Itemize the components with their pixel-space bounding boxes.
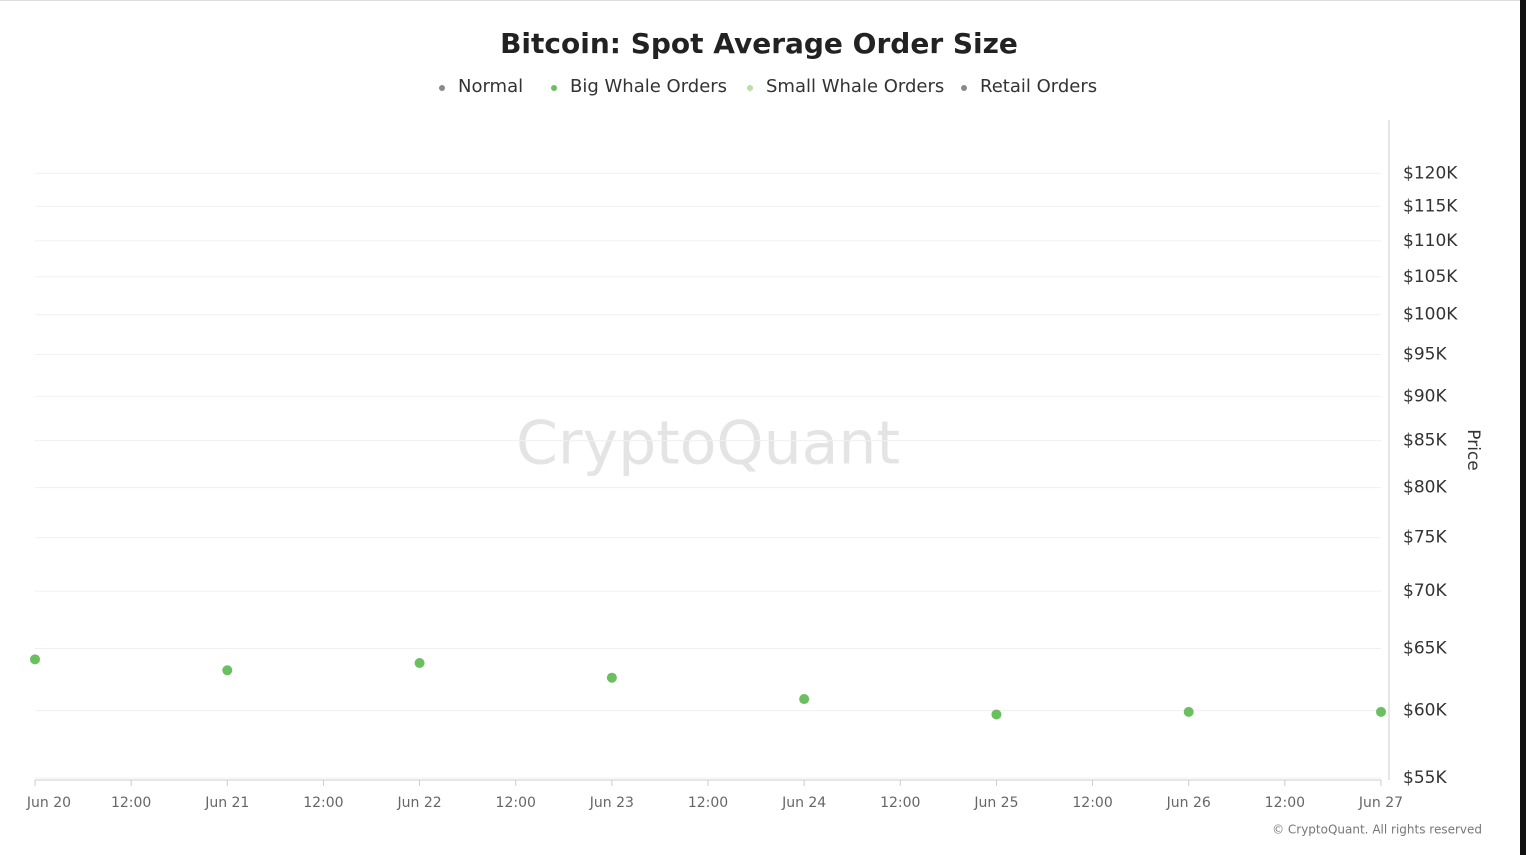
x-tick-label: Jun 26 (1166, 795, 1211, 811)
legend-marker (961, 85, 967, 91)
point (222, 665, 233, 676)
legend-marker (439, 85, 445, 91)
legend-label: Big Whale Orders (570, 76, 727, 97)
point (1183, 706, 1194, 717)
legend-label: Small Whale Orders (766, 76, 944, 97)
point (991, 709, 1002, 720)
x-tick-label: Jun 24 (781, 795, 826, 811)
watermark: CryptoQuant (516, 409, 900, 479)
y-tick-label: $85K (1403, 431, 1447, 451)
x-tick-label: 12:00 (111, 795, 151, 811)
y-tick-label: $115K (1403, 196, 1458, 216)
y-tick-label: $95K (1403, 344, 1447, 364)
y-tick-label: $105K (1403, 267, 1458, 287)
x-tick-label: Jun 23 (589, 795, 634, 811)
y-tick-label: $70K (1403, 581, 1447, 601)
x-tick-label: 12:00 (1265, 795, 1305, 811)
legend-marker (747, 85, 753, 91)
legend-label: Normal (458, 76, 523, 97)
y-tick-label: $65K (1403, 639, 1447, 659)
x-tick-label: 12:00 (496, 795, 536, 811)
x-tick-label: 12:00 (303, 795, 343, 811)
y-tick-label: $60K (1403, 701, 1447, 721)
y-tick-label: $55K (1403, 768, 1447, 788)
x-tick-label: 12:00 (688, 795, 728, 811)
legend-label: Retail Orders (980, 76, 1097, 97)
x-tick-label: Jun 20 (26, 795, 71, 811)
y-tick-label: $75K (1403, 528, 1447, 548)
legend-marker (551, 85, 557, 91)
right-border (1520, 0, 1526, 855)
y-tick-label: $110K (1403, 231, 1458, 251)
point (30, 654, 40, 665)
y-tick-label: $80K (1403, 478, 1447, 498)
x-tick-label: Jun 21 (204, 795, 249, 811)
x-tick-label: 12:00 (1072, 795, 1112, 811)
point (799, 694, 810, 705)
x-tick-label: Jun 22 (397, 795, 442, 811)
y-tick-label: $100K (1403, 305, 1458, 325)
legend: Normal Big Whale Orders Small Whale Orders… (439, 76, 1097, 97)
chart-title: Bitcoin: Spot Average Order Size (500, 27, 1018, 60)
x-tick-label: Jun 27 (1358, 795, 1403, 811)
x-tick-label: Jun 25 (973, 795, 1018, 811)
point (1376, 706, 1386, 717)
point (414, 657, 425, 668)
footer: © CryptoQuant. All rights reserved (1272, 823, 1482, 837)
y-axis-title: Price (1463, 429, 1483, 470)
point (606, 672, 617, 683)
y-tick-label: $120K (1403, 163, 1458, 183)
y-tick-label: $90K (1403, 386, 1447, 406)
x-tick-label: 12:00 (880, 795, 920, 811)
